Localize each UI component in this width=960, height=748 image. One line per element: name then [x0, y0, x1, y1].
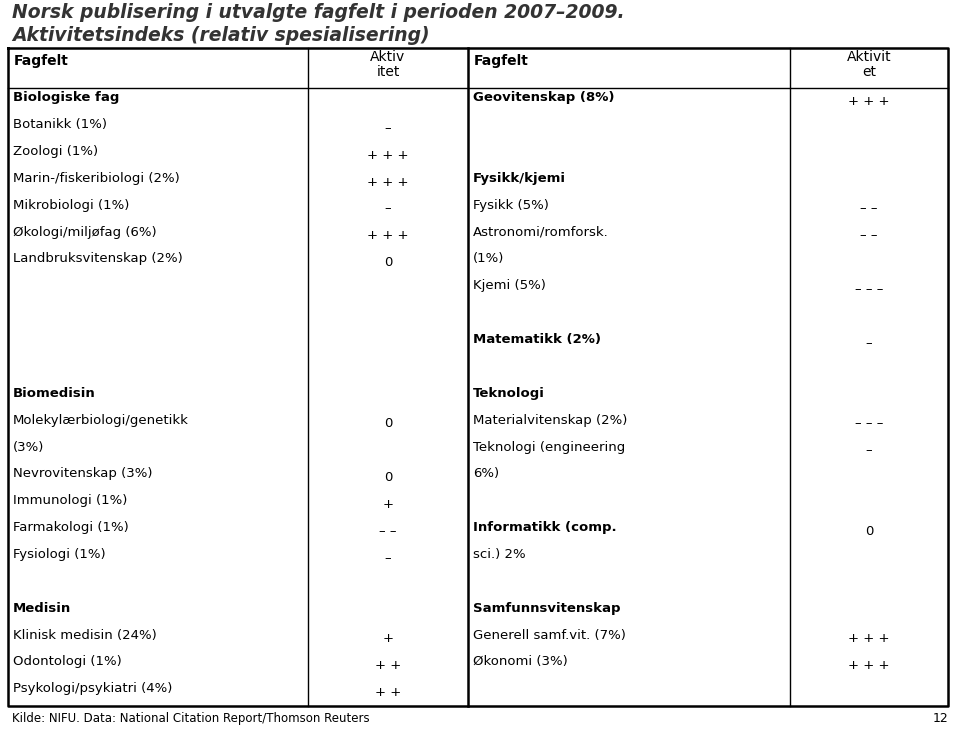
Text: Aktivit
et: Aktivit et [847, 50, 891, 79]
Text: – – –: – – – [854, 283, 883, 296]
Text: 0: 0 [384, 417, 393, 430]
Text: Biologiske fag: Biologiske fag [13, 91, 119, 104]
Text: Farmakologi (1%): Farmakologi (1%) [13, 521, 129, 534]
Text: – –: – – [860, 203, 877, 215]
Text: Fysikk/kjemi: Fysikk/kjemi [473, 172, 566, 185]
Text: (3%): (3%) [13, 441, 44, 453]
Text: –: – [385, 552, 392, 565]
Text: Medisin: Medisin [13, 601, 71, 615]
Text: + + +: + + + [368, 176, 409, 188]
Text: Biomedisin: Biomedisin [13, 387, 96, 399]
Text: Matematikk (2%): Matematikk (2%) [473, 333, 601, 346]
Text: Botanikk (1%): Botanikk (1%) [13, 118, 107, 131]
Text: Generell samf.vit. (7%): Generell samf.vit. (7%) [473, 628, 626, 642]
Text: sci.) 2%: sci.) 2% [473, 548, 526, 561]
Text: Immunologi (1%): Immunologi (1%) [13, 494, 128, 507]
Text: Geovitenskap (8%): Geovitenskap (8%) [473, 91, 614, 104]
Text: Landbruksvitenskap (2%): Landbruksvitenskap (2%) [13, 252, 182, 266]
Text: – – –: – – – [854, 417, 883, 430]
Text: Fysikk (5%): Fysikk (5%) [473, 199, 549, 212]
Text: 0: 0 [384, 256, 393, 269]
Text: Marin-/fiskeribiologi (2%): Marin-/fiskeribiologi (2%) [13, 172, 180, 185]
Text: Kilde: NIFU. Data: National Citation Report/Thomson Reuters: Kilde: NIFU. Data: National Citation Rep… [12, 712, 370, 725]
Text: Fagfelt: Fagfelt [474, 54, 529, 68]
Text: Aktiv
itet: Aktiv itet [371, 50, 406, 79]
Text: –: – [866, 337, 873, 350]
Text: Fagfelt: Fagfelt [14, 54, 69, 68]
Text: 12: 12 [932, 712, 948, 725]
Text: + + +: + + + [849, 632, 890, 646]
Text: Teknologi: Teknologi [473, 387, 545, 399]
Text: 0: 0 [384, 471, 393, 484]
Text: Kjemi (5%): Kjemi (5%) [473, 279, 546, 292]
Text: Molekylærbiologi/genetikk: Molekylærbiologi/genetikk [13, 414, 189, 426]
Text: – –: – – [860, 230, 877, 242]
Text: + + +: + + + [849, 95, 890, 108]
Text: Informatikk (comp.: Informatikk (comp. [473, 521, 616, 534]
Text: Klinisk medisin (24%): Klinisk medisin (24%) [13, 628, 156, 642]
Text: Materialvitenskap (2%): Materialvitenskap (2%) [473, 414, 628, 426]
Text: Mikrobiologi (1%): Mikrobiologi (1%) [13, 199, 130, 212]
Text: Psykologi/psykiatri (4%): Psykologi/psykiatri (4%) [13, 682, 173, 696]
Text: +: + [382, 632, 394, 646]
Text: Aktivitetsindeks (relativ spesialisering): Aktivitetsindeks (relativ spesialisering… [12, 26, 430, 45]
Text: + +: + + [374, 659, 401, 672]
Text: –: – [385, 122, 392, 135]
Text: –: – [385, 203, 392, 215]
Text: (1%): (1%) [473, 252, 504, 266]
Text: 6%): 6%) [473, 468, 499, 480]
Text: + + +: + + + [368, 149, 409, 162]
Text: Odontologi (1%): Odontologi (1%) [13, 655, 122, 669]
Text: Fysiologi (1%): Fysiologi (1%) [13, 548, 106, 561]
Text: Nevrovitenskap (3%): Nevrovitenskap (3%) [13, 468, 153, 480]
Text: Økonomi (3%): Økonomi (3%) [473, 655, 567, 669]
Text: + +: + + [374, 686, 401, 699]
Text: +: + [382, 498, 394, 511]
Text: + + +: + + + [368, 230, 409, 242]
Text: – –: – – [379, 525, 396, 538]
Text: Astronomi/romforsk.: Astronomi/romforsk. [473, 226, 609, 239]
Text: Teknologi (engineering: Teknologi (engineering [473, 441, 625, 453]
Text: + + +: + + + [849, 659, 890, 672]
Text: –: – [866, 444, 873, 457]
Text: Zoologi (1%): Zoologi (1%) [13, 145, 98, 158]
Text: Økologi/miljøfag (6%): Økologi/miljøfag (6%) [13, 226, 156, 239]
Text: 0: 0 [865, 525, 874, 538]
Text: Norsk publisering i utvalgte fagfelt i perioden 2007–2009.: Norsk publisering i utvalgte fagfelt i p… [12, 3, 625, 22]
Text: Samfunnsvitenskap: Samfunnsvitenskap [473, 601, 620, 615]
